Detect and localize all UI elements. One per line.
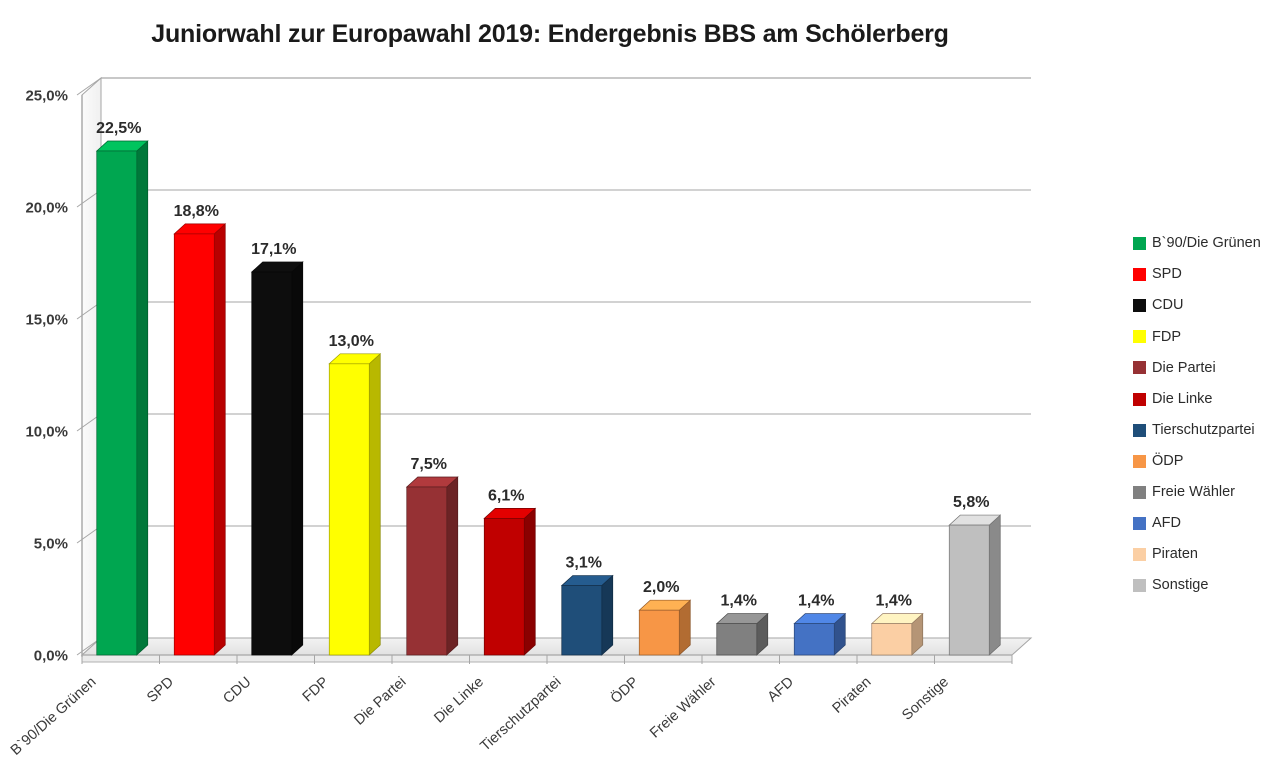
bar-value-label: 6,1% bbox=[488, 487, 524, 504]
legend-item-10[interactable]: AFD bbox=[1133, 508, 1280, 539]
bar-value-label: 1,4% bbox=[876, 593, 912, 610]
bar-10[interactable]: 1,4% bbox=[793, 593, 847, 656]
y-axis-tick-label: 10,0% bbox=[25, 424, 68, 441]
legend-item-label: SPD bbox=[1152, 266, 1182, 283]
y-axis-tick-label: 25,0% bbox=[25, 88, 68, 105]
legend-item-label: FDP bbox=[1152, 328, 1181, 345]
legend-item-2[interactable]: SPD bbox=[1133, 259, 1280, 290]
legend-item-7[interactable]: Tierschutzpartei bbox=[1133, 415, 1280, 446]
bar-value-label: 22,5% bbox=[96, 120, 141, 137]
bar-value-label: 5,8% bbox=[953, 494, 989, 511]
legend-swatch-icon bbox=[1133, 485, 1146, 499]
bar-value-label: 18,8% bbox=[174, 203, 219, 220]
legend-item-label: AFD bbox=[1152, 515, 1181, 532]
legend-item-12[interactable]: Sonstige bbox=[1133, 570, 1280, 601]
legend-item-label: Piraten bbox=[1152, 546, 1198, 563]
legend-item-label: Tierschutzpartei bbox=[1152, 421, 1255, 438]
bar-5[interactable]: 7,5% bbox=[405, 456, 459, 656]
legend-item-4[interactable]: FDP bbox=[1133, 321, 1280, 352]
y-axis-tick-label: 5,0% bbox=[34, 536, 68, 553]
legend-item-11[interactable]: Piraten bbox=[1133, 539, 1280, 570]
bar-3[interactable]: 17,1% bbox=[250, 241, 304, 656]
bar-value-label: 17,1% bbox=[251, 241, 296, 258]
legend-swatch-icon bbox=[1133, 516, 1146, 530]
legend-item-9[interactable]: Freie Wähler bbox=[1133, 477, 1280, 508]
x-axis-tick-label: Tierschutzpartei bbox=[477, 674, 564, 755]
bar-value-label: 1,4% bbox=[798, 593, 834, 610]
x-axis-tick-label: ÖDP bbox=[607, 673, 642, 707]
y-axis-tick-label: 0,0% bbox=[34, 648, 68, 665]
legend-swatch-icon bbox=[1133, 423, 1146, 437]
legend-swatch-icon bbox=[1133, 237, 1146, 251]
bar-value-label: 3,1% bbox=[566, 555, 602, 572]
x-axis-tick-label: CDU bbox=[220, 674, 254, 707]
x-axis-tick-label: Die Partei bbox=[351, 674, 409, 728]
legend-swatch-icon bbox=[1133, 268, 1146, 282]
x-axis-tick-label: Sonstige bbox=[899, 674, 952, 724]
x-axis-tick-label: AFD bbox=[765, 674, 797, 705]
x-axis-tick-label: Freie Wähler bbox=[647, 674, 720, 742]
legend-item-label: Sonstige bbox=[1152, 577, 1209, 594]
bar-value-label: 13,0% bbox=[329, 333, 374, 350]
bar-11[interactable]: 1,4% bbox=[870, 593, 924, 656]
x-axis-tick-label: Piraten bbox=[830, 674, 875, 717]
bar-7[interactable]: 3,1% bbox=[560, 555, 614, 656]
legend-item-label: B`90/Die Grünen bbox=[1152, 235, 1261, 252]
bar-2[interactable]: 18,8% bbox=[173, 203, 227, 656]
bar-8[interactable]: 2,0% bbox=[638, 579, 692, 656]
legend-swatch-icon bbox=[1133, 361, 1146, 375]
bar-value-label: 7,5% bbox=[411, 456, 447, 473]
x-axis-tick-label: SPD bbox=[144, 674, 177, 706]
legend-item-6[interactable]: Die Linke bbox=[1133, 383, 1280, 414]
bar-value-label: 1,4% bbox=[721, 593, 757, 610]
x-axis-tick-label: B`90/Die Grünen bbox=[8, 674, 100, 759]
legend-item-label: ÖDP bbox=[1152, 452, 1184, 469]
bar-6[interactable]: 6,1% bbox=[483, 487, 537, 656]
x-axis-tick-label: Die Linke bbox=[431, 674, 487, 726]
y-axis-tick-label: 20,0% bbox=[25, 200, 68, 217]
legend-swatch-icon bbox=[1133, 330, 1146, 344]
legend-item-5[interactable]: Die Partei bbox=[1133, 352, 1280, 383]
legend-item-3[interactable]: CDU bbox=[1133, 290, 1280, 321]
legend-swatch-icon bbox=[1133, 392, 1146, 406]
bar-4[interactable]: 13,0% bbox=[328, 333, 382, 656]
legend-item-1[interactable]: B`90/Die Grünen bbox=[1133, 228, 1280, 259]
chart-title: Juniorwahl zur Europawahl 2019: Endergeb… bbox=[151, 20, 949, 48]
bar-9[interactable]: 1,4% bbox=[715, 593, 769, 656]
legend-swatch-icon bbox=[1133, 547, 1146, 561]
x-axis-tick-label: FDP bbox=[300, 674, 332, 705]
bar-12[interactable]: 5,8% bbox=[948, 494, 1002, 656]
bar-value-label: 2,0% bbox=[643, 579, 679, 596]
bar-1[interactable]: 22,5% bbox=[95, 120, 149, 656]
legend-item-label: Die Partei bbox=[1152, 359, 1216, 376]
legend-item-label: CDU bbox=[1152, 297, 1184, 314]
legend-swatch-icon bbox=[1133, 454, 1146, 468]
legend-item-label: Die Linke bbox=[1152, 390, 1213, 407]
legend-item-label: Freie Wähler bbox=[1152, 484, 1235, 501]
y-axis-tick-label: 15,0% bbox=[25, 312, 68, 329]
legend-swatch-icon bbox=[1133, 579, 1146, 593]
legend-item-8[interactable]: ÖDP bbox=[1133, 446, 1280, 477]
chart-legend: B`90/Die Grünen SPD CDU FDP Die Partei Die Li… bbox=[1133, 228, 1280, 601]
legend-swatch-icon bbox=[1133, 299, 1146, 313]
